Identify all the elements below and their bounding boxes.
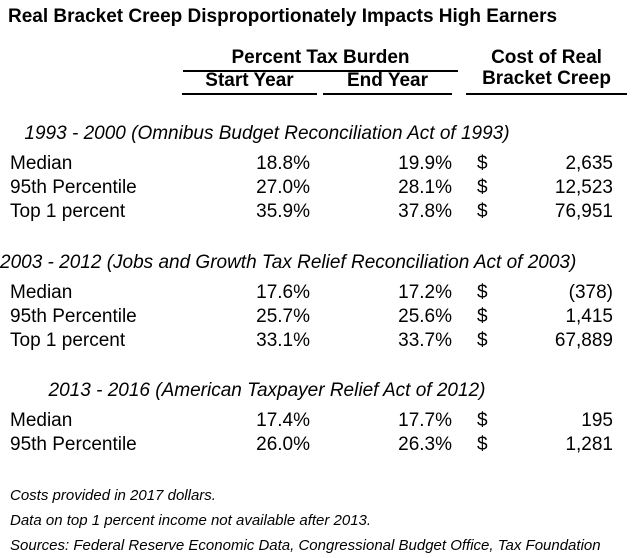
row-label: Median — [10, 410, 73, 431]
cost-of-real-bracket-creep-header: Cost of Real Bracket Creep — [466, 47, 627, 95]
row-label: Median — [10, 282, 73, 303]
cost-value: 1,281 — [565, 434, 613, 455]
dollar-sign: $ — [477, 177, 488, 198]
end-year-column-header: End Year — [323, 71, 452, 95]
start-year-value: 17.4% — [256, 410, 310, 431]
row-label: Top 1 percent — [10, 330, 126, 351]
section-1993-2000: 1993 - 2000 (Omnibus Budget Reconciliati… — [0, 124, 634, 224]
dollar-sign: $ — [477, 330, 488, 351]
start-year-value: 33.1% — [256, 330, 310, 351]
cost-value: (378) — [568, 282, 613, 303]
dollar-sign: $ — [477, 410, 488, 431]
end-year-value: 26.3% — [398, 434, 452, 455]
section-heading: 1993 - 2000 (Omnibus Budget Reconciliati… — [24, 123, 510, 144]
section-heading: 2003 - 2012 (Jobs and Growth Tax Relief … — [0, 252, 577, 273]
section-2013-2016: 2013 - 2016 (American Taxpayer Relief Ac… — [0, 381, 634, 457]
cost-value: 76,951 — [554, 201, 613, 222]
percent-tax-burden-group-header: Percent Tax Burden — [183, 47, 458, 72]
section-rows: Median 17.4% 17.7% $ 195 95th Percentile… — [10, 409, 634, 457]
footnotes: Costs provided in 2017 dollars. Data on … — [10, 483, 601, 558]
dollar-sign: $ — [477, 434, 488, 455]
section-rows: Median 17.6% 17.2% $ (378) 95th Percenti… — [10, 281, 634, 353]
table-row: Median 17.4% 17.7% $ 195 — [10, 409, 634, 433]
row-label: 95th Percentile — [10, 306, 137, 327]
table-row: Top 1 percent 33.1% 33.7% $ 67,889 — [10, 329, 634, 353]
table-row: 95th Percentile 27.0% 28.1% $ 12,523 — [10, 176, 634, 200]
cost-value: 2,635 — [565, 153, 613, 174]
start-year-value: 26.0% — [256, 434, 310, 455]
end-year-value: 33.7% — [398, 330, 452, 351]
footnote-costs: Costs provided in 2017 dollars. — [10, 487, 216, 504]
start-year-column-header: Start Year — [182, 71, 317, 95]
section-2003-2012: 2003 - 2012 (Jobs and Growth Tax Relief … — [0, 253, 634, 353]
start-year-value: 35.9% — [256, 201, 310, 222]
end-year-value: 19.9% — [398, 153, 452, 174]
cost-header-line1: Cost of Real — [491, 47, 602, 68]
table-row: Median 18.8% 19.9% $ 2,635 — [10, 152, 634, 176]
row-label: Median — [10, 153, 73, 174]
page-title: Real Bracket Creep Disproportionately Im… — [8, 6, 558, 27]
dollar-sign: $ — [477, 201, 488, 222]
end-year-value: 25.6% — [398, 306, 452, 327]
row-label: 95th Percentile — [10, 177, 137, 198]
start-year-value: 25.7% — [256, 306, 310, 327]
table-row: 95th Percentile 26.0% 26.3% $ 1,281 — [10, 433, 634, 457]
footnote-data: Data on top 1 percent income not availab… — [10, 512, 372, 529]
section-rows: Median 18.8% 19.9% $ 2,635 95th Percenti… — [10, 152, 634, 224]
start-year-value: 17.6% — [256, 282, 310, 303]
dollar-sign: $ — [477, 153, 488, 174]
cost-value: 195 — [581, 410, 613, 431]
cost-value: 67,889 — [554, 330, 613, 351]
end-year-value: 37.8% — [398, 201, 452, 222]
cost-value: 1,415 — [565, 306, 613, 327]
end-year-value: 17.7% — [398, 410, 452, 431]
table-row: Top 1 percent 35.9% 37.8% $ 76,951 — [10, 200, 634, 224]
row-label: Top 1 percent — [10, 201, 126, 222]
end-year-value: 28.1% — [398, 177, 452, 198]
cost-header-line2: Bracket Creep — [482, 68, 611, 89]
table-row: 95th Percentile 25.7% 25.6% $ 1,415 — [10, 305, 634, 329]
start-year-value: 18.8% — [256, 153, 310, 174]
table-row: Median 17.6% 17.2% $ (378) — [10, 281, 634, 305]
dollar-sign: $ — [477, 306, 488, 327]
end-year-value: 17.2% — [398, 282, 452, 303]
row-label: 95th Percentile — [10, 434, 137, 455]
footnote-sources: Sources: Federal Reserve Economic Data, … — [10, 537, 601, 554]
section-heading: 2013 - 2016 (American Taxpayer Relief Ac… — [48, 380, 486, 401]
start-year-value: 27.0% — [256, 177, 310, 198]
cost-value: 12,523 — [554, 177, 613, 198]
dollar-sign: $ — [477, 282, 488, 303]
